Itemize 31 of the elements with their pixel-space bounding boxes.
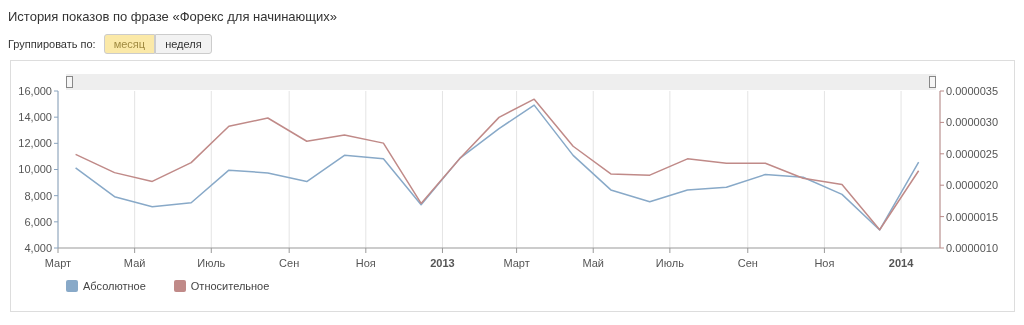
y-tick-label: 12,000	[18, 137, 52, 150]
x-tick-label: 2013	[430, 257, 455, 269]
y-tick-label: 10,000	[18, 163, 52, 176]
x-tick-label: Март	[44, 257, 72, 269]
y2-tick-label: 0.0000035	[946, 84, 998, 97]
text: неделя	[155, 34, 212, 54]
legend-label: Абсолютное	[83, 280, 146, 292]
x-tick-label: Ноя	[814, 257, 835, 269]
y2-tick-label: 0.0000020	[946, 179, 998, 192]
x-tick-label: Сен	[737, 257, 758, 269]
x-tick-label: Сен	[279, 257, 300, 269]
legend-label: Относительное	[190, 280, 270, 292]
x-tick-label: Ноя	[355, 257, 376, 269]
chart-title: История показов по фразе «Форекс для начинающих»	[8, 9, 338, 24]
y-tick-label: 6,000	[24, 215, 52, 228]
y-tick-label: 14,000	[18, 111, 52, 124]
text: Группировать по:	[8, 38, 96, 50]
y-tick-label: 16,000	[18, 84, 52, 97]
x-tick-label: 2014	[888, 257, 915, 269]
y2-tick-label: 0.0000030	[946, 116, 998, 129]
x-tick-label: Март	[503, 257, 530, 269]
x-tick-label: Май	[123, 257, 146, 269]
y2-tick-label: 0.0000025	[946, 147, 998, 160]
y2-tick-label: 0.0000010	[946, 241, 998, 254]
y-tick-label: 8,000	[24, 189, 52, 202]
y2-tick-label: 0.0000015	[946, 210, 998, 223]
x-tick-label: Июль	[197, 257, 226, 269]
x-tick-label: Май	[582, 257, 605, 269]
x-tick-label: Июль	[655, 257, 685, 269]
text: месяц	[103, 34, 156, 54]
y-tick-label: 4,000	[24, 241, 52, 254]
